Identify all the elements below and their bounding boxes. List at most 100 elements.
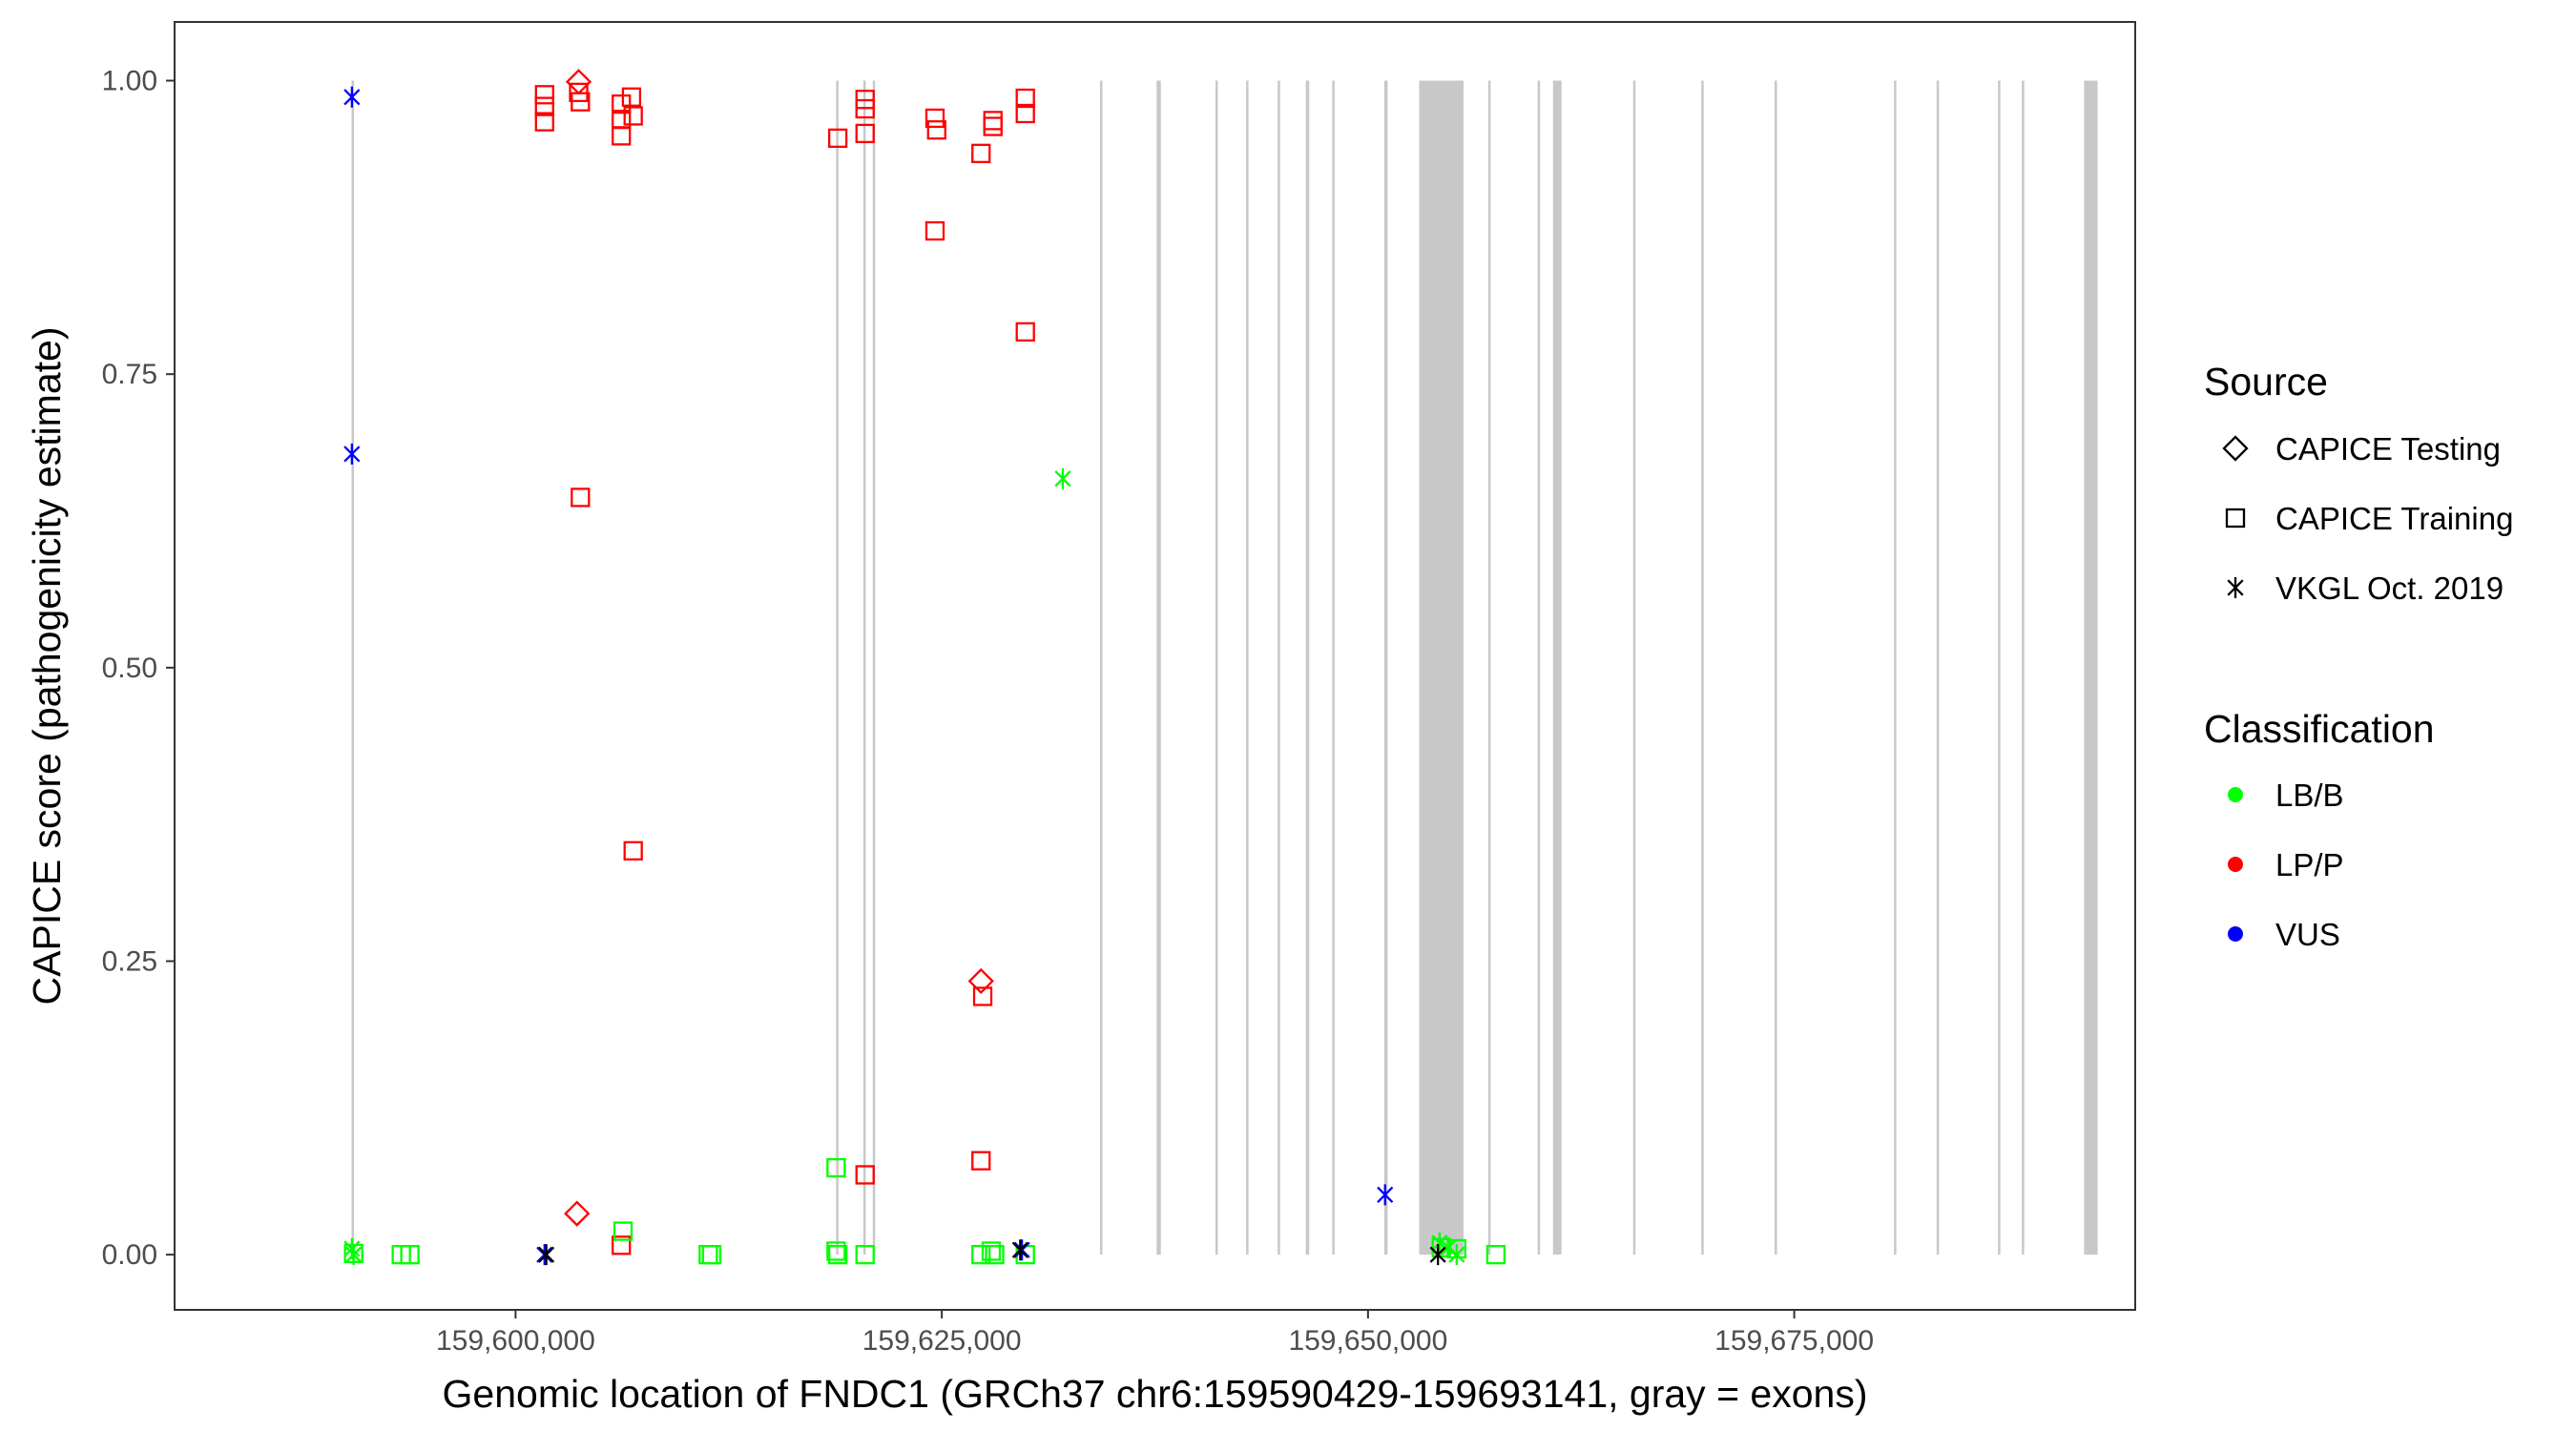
exon-band	[1701, 80, 1704, 1255]
data-point-square	[1015, 88, 1035, 109]
data-point-square	[623, 840, 643, 861]
data-point-square	[621, 87, 642, 107]
plot-panel	[174, 21, 2136, 1311]
x-tick-label: 159,675,000	[1714, 1325, 1874, 1357]
data-point-square	[985, 1245, 1005, 1265]
legend: Source Classification CAPICE Testing CAPI…	[2204, 360, 2513, 952]
data-point-square	[612, 126, 632, 146]
data-point-square	[623, 106, 643, 126]
x-tick-label: 159,600,000	[436, 1325, 595, 1357]
data-point-square	[983, 116, 1003, 136]
exon-band	[2084, 80, 2098, 1255]
data-point-asterisk	[1011, 1239, 1028, 1261]
data-point-square	[400, 1245, 420, 1265]
exon-band	[1246, 80, 1249, 1255]
exon-band	[836, 80, 839, 1255]
y-axis-title: CAPICE score (pathogenicity estimate)	[25, 327, 69, 1006]
legend-key-dot	[2228, 926, 2243, 942]
data-point-diamond	[967, 967, 994, 995]
data-point-square	[972, 986, 993, 1006]
data-point-square	[534, 112, 554, 132]
exon-band	[1383, 80, 1388, 1255]
exon-band	[1632, 80, 1636, 1255]
data-point-square	[926, 120, 946, 140]
legend-source-label: CAPICE Training	[2275, 501, 2513, 536]
legend-key-dot	[2228, 787, 2243, 802]
y-tick-label: 0.50	[102, 653, 157, 684]
exon-band	[1537, 80, 1541, 1255]
legend-classification-label: VUS	[2275, 917, 2340, 952]
legend-source-label: VKGL Oct. 2019	[2275, 570, 2503, 606]
data-point-square	[534, 96, 554, 116]
data-point-square	[855, 123, 875, 144]
legend-key-square	[2225, 508, 2246, 529]
exon-band	[1332, 80, 1335, 1255]
axis-layer: 0.00 0.25 0.50 0.75 1.00 159,600,000 159,625,0…	[102, 66, 1874, 1357]
data-point-square	[1015, 103, 1035, 124]
data-point-square	[827, 1245, 848, 1265]
exon-band	[1099, 80, 1103, 1255]
data-point-square	[827, 128, 848, 148]
legend-source-title: Source	[2204, 360, 2328, 404]
data-point-asterisk	[343, 86, 361, 108]
data-point-square	[826, 1241, 846, 1261]
data-point-asterisk	[1429, 1244, 1446, 1266]
legend-classification-label: LP/P	[2275, 847, 2344, 882]
legend-classification-title: Classification	[2204, 707, 2435, 751]
y-tick-label: 0.25	[102, 946, 157, 978]
exon-band	[1936, 80, 1940, 1255]
exon-band	[1215, 80, 1218, 1255]
exon-band	[872, 80, 876, 1255]
data-point-square	[571, 487, 591, 508]
x-axis-title: Genomic location of FNDC1 (GRCh37 chr6:1…	[443, 1372, 1868, 1416]
legend-key-asterisk	[2227, 577, 2244, 598]
exon-band	[1552, 80, 1562, 1255]
legend-source-label: CAPICE Testing	[2275, 431, 2501, 467]
data-point-square	[1485, 1245, 1506, 1265]
data-point-asterisk	[1013, 1239, 1030, 1261]
data-point-square	[855, 1245, 875, 1265]
exon-band	[1156, 80, 1161, 1255]
data-point-square	[571, 92, 591, 112]
y-tick-label: 0.75	[102, 359, 157, 390]
exon-band	[351, 80, 354, 1255]
data-point-square	[981, 1241, 1002, 1261]
exon-band	[2022, 80, 2025, 1255]
point-layer	[343, 69, 1506, 1266]
exon-layer	[351, 80, 2098, 1255]
data-point-square	[924, 108, 945, 129]
data-point-asterisk	[1054, 467, 1071, 489]
x-tick-label: 159,625,000	[862, 1325, 1022, 1357]
exon-band	[862, 80, 866, 1255]
legend-key-diamond	[2222, 435, 2249, 462]
data-point-square	[924, 220, 945, 241]
data-point-square	[971, 143, 991, 163]
x-tick-label: 159,650,000	[1288, 1325, 1447, 1357]
data-point-square	[855, 98, 875, 119]
exon-band	[1487, 80, 1491, 1255]
exon-band	[1305, 80, 1310, 1255]
data-point-diamond	[564, 1200, 591, 1227]
data-point-square	[613, 1221, 634, 1241]
data-point-square	[612, 93, 632, 114]
exon-band	[1998, 80, 2001, 1255]
data-point-square	[1015, 321, 1035, 342]
data-point-asterisk	[345, 1244, 363, 1266]
data-point-asterisk	[1377, 1184, 1394, 1206]
data-point-square	[971, 1245, 991, 1265]
data-point-square	[534, 85, 554, 105]
data-point-asterisk	[343, 443, 361, 465]
legend-key-dot	[2228, 857, 2243, 872]
data-point-square	[701, 1245, 722, 1265]
exon-band	[1775, 80, 1777, 1255]
y-tick-label: 1.00	[102, 66, 157, 97]
exon-band	[1894, 80, 1897, 1255]
exon-band	[1419, 80, 1464, 1255]
data-point-asterisk	[1448, 1244, 1465, 1266]
data-point-square	[855, 1165, 875, 1185]
exon-band	[1278, 80, 1280, 1255]
data-point-asterisk	[537, 1244, 555, 1266]
y-tick-label: 0.00	[102, 1239, 157, 1271]
